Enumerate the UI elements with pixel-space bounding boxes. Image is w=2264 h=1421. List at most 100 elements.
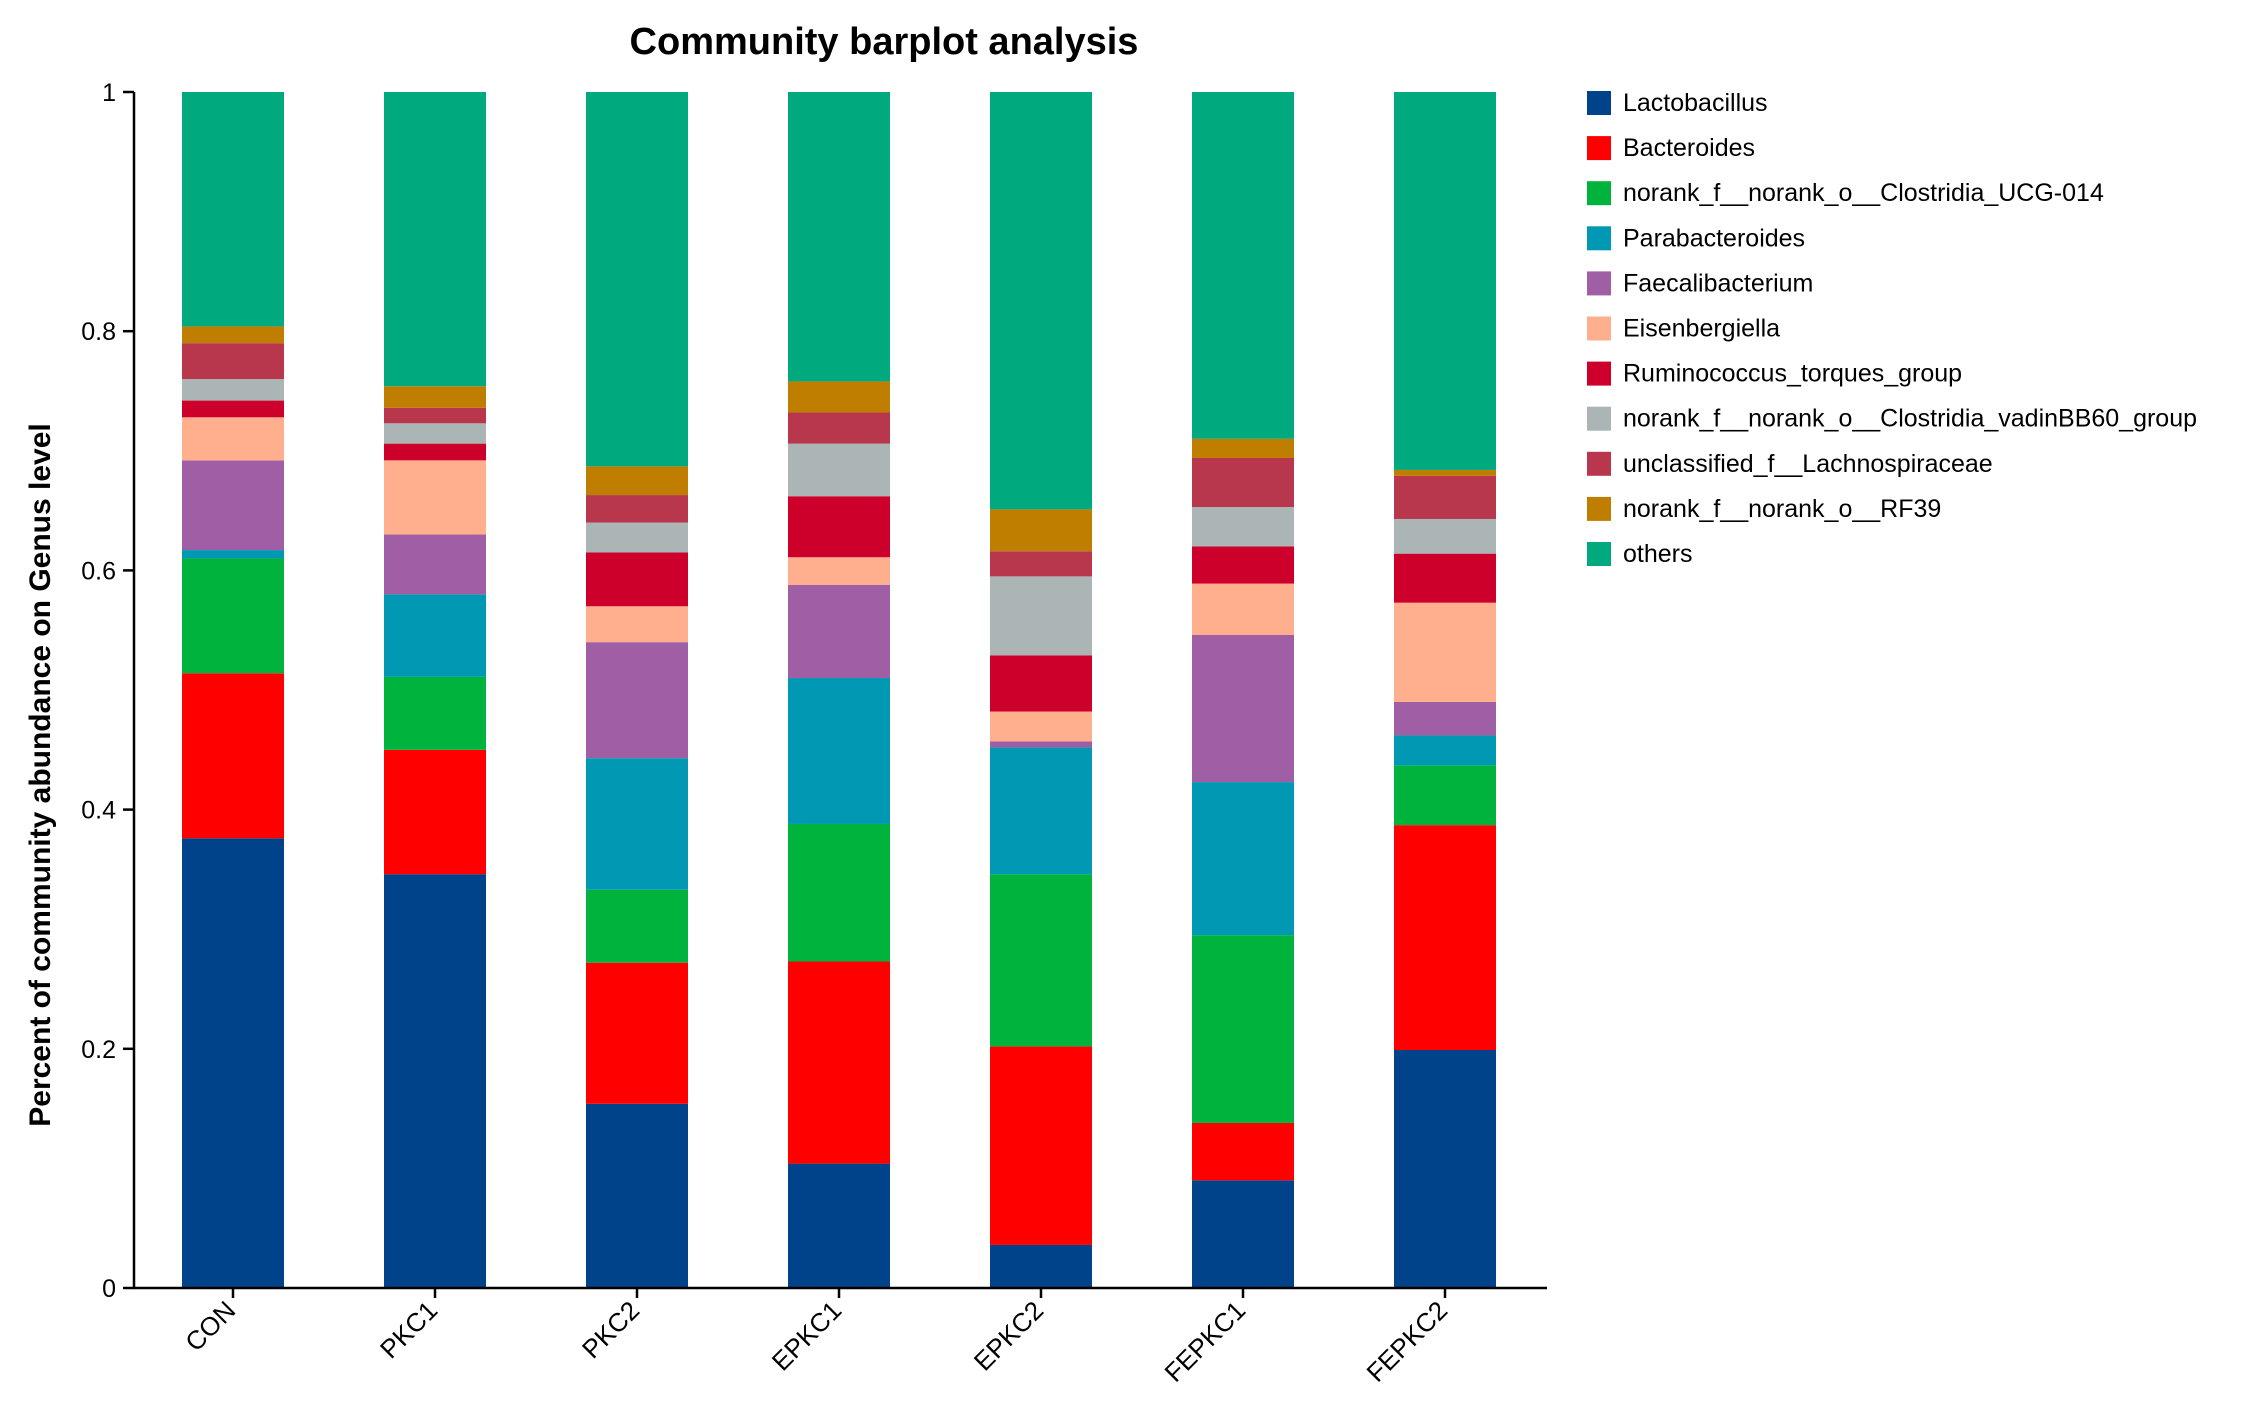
bar-segment-epkc1-2 xyxy=(788,961,890,1164)
bar-segment-pkc1-3 xyxy=(384,676,486,750)
bar-segment-pkc1-6 xyxy=(384,460,486,535)
bar-segment-epkc2-4 xyxy=(990,747,1092,875)
bar-segment-fepkc1-4 xyxy=(1192,782,1294,936)
x-tick-label-epkc1: EPKC1 xyxy=(766,1295,848,1377)
y-tick-label: 0.4 xyxy=(81,797,116,825)
legend-label-10: norank_f__norank_o__RF39 xyxy=(1623,495,1941,523)
bar-segment-fepkc1-3 xyxy=(1192,935,1294,1123)
bar-segment-con-5 xyxy=(182,460,284,551)
legend-label-5: Faecalibacterium xyxy=(1623,269,1813,297)
legend-swatch-11 xyxy=(1587,542,1611,566)
bar-segment-epkc1-3 xyxy=(788,823,890,962)
bar-segment-con-7 xyxy=(182,400,284,418)
bar-segment-pkc2-8 xyxy=(586,522,688,553)
bar-segment-pkc2-6 xyxy=(586,606,688,643)
y-axis-label: Percent of community abundance on Genus … xyxy=(24,423,57,1127)
bar-segment-con-11 xyxy=(182,92,284,327)
bar-segment-epkc1-9 xyxy=(788,412,890,444)
bar-segment-fepkc1-1 xyxy=(1192,1180,1294,1288)
bar-segment-pkc2-9 xyxy=(586,495,688,523)
bar-segment-fepkc2-2 xyxy=(1394,825,1496,1050)
legend-label-9: unclassified_f__Lachnospiraceae xyxy=(1623,450,1993,478)
legend-label-6: Eisenbergiella xyxy=(1623,315,1780,343)
bar-segment-fepkc1-8 xyxy=(1192,507,1294,547)
bar-segment-epkc2-6 xyxy=(990,711,1092,742)
bar-segment-pkc2-11 xyxy=(586,92,688,467)
legend-swatch-1 xyxy=(1587,91,1611,115)
legend-swatch-9 xyxy=(1587,451,1611,476)
legend-swatch-4 xyxy=(1587,226,1611,251)
legend-swatch-6 xyxy=(1587,316,1611,341)
legend-swatch-7 xyxy=(1587,361,1611,386)
bar-segment-con-2 xyxy=(182,673,284,839)
bar-segment-fepkc2-4 xyxy=(1394,735,1496,766)
bar-segment-con-10 xyxy=(182,326,284,344)
bar-segment-epkc2-7 xyxy=(990,655,1092,712)
legend-swatch-2 xyxy=(1587,136,1611,161)
y-tick-label: 0.6 xyxy=(81,557,116,585)
bar-segment-fepkc1-5 xyxy=(1192,634,1294,783)
bar-segment-epkc1-11 xyxy=(788,92,890,382)
bar-segment-epkc2-10 xyxy=(990,509,1092,552)
legend-swatch-3 xyxy=(1587,181,1611,206)
bar-segment-pkc2-5 xyxy=(586,642,688,759)
x-tick-label-fepkc1: FEPKC1 xyxy=(1159,1295,1252,1388)
bar-segment-pkc2-2 xyxy=(586,962,688,1104)
bar-segment-fepkc2-3 xyxy=(1394,765,1496,826)
chart-title: Community barplot analysis xyxy=(630,21,1139,63)
bar-segment-con-4 xyxy=(182,550,284,559)
y-tick-label: 1 xyxy=(102,79,116,107)
bar-segment-epkc2-2 xyxy=(990,1046,1092,1245)
bar-segment-fepkc2-10 xyxy=(1394,469,1496,476)
legend-label-7: Ruminococcus_torques_group xyxy=(1623,360,1962,388)
x-tick-label-pkc1: PKC1 xyxy=(374,1295,443,1364)
bar-segment-pkc1-4 xyxy=(384,594,486,677)
bar-segment-pkc2-4 xyxy=(586,758,688,890)
bar-segment-con-6 xyxy=(182,417,284,461)
bar-segment-epkc1-10 xyxy=(788,381,890,413)
bar-segment-pkc1-1 xyxy=(384,874,486,1288)
bar-segment-pkc1-7 xyxy=(384,443,486,461)
legend-swatch-8 xyxy=(1587,406,1611,431)
x-ticks-layer: CON PKC1 PKC2 EPKC1 EPKC2 FEPKC1 FEPKC2 xyxy=(179,1288,1453,1388)
bar-segment-epkc1-7 xyxy=(788,496,890,558)
bar-segment-epkc1-5 xyxy=(788,584,890,679)
bar-segment-fepkc1-10 xyxy=(1192,438,1294,458)
bar-segment-fepkc2-7 xyxy=(1394,553,1496,603)
bar-segment-pkc1-8 xyxy=(384,423,486,444)
bar-segment-con-1 xyxy=(182,838,284,1288)
legend-label-1: Lactobacillus xyxy=(1623,89,1768,117)
bar-segment-epkc2-1 xyxy=(990,1244,1092,1288)
bar-segment-pkc2-10 xyxy=(586,466,688,496)
bar-segment-epkc1-6 xyxy=(788,557,890,585)
bar-segment-fepkc2-11 xyxy=(1394,92,1496,470)
x-tick-label-fepkc2: FEPKC2 xyxy=(1361,1295,1454,1388)
y-ticks-layer: 0 0.2 0.4 0.6 0.8 1 xyxy=(81,79,134,1303)
bar-segment-pkc1-5 xyxy=(384,534,486,595)
bar-segment-fepkc1-11 xyxy=(1192,92,1294,439)
bar-segment-epkc2-8 xyxy=(990,576,1092,656)
bar-segment-fepkc2-8 xyxy=(1394,518,1496,554)
legend-label-11: others xyxy=(1623,540,1692,568)
bar-segment-pkc2-3 xyxy=(586,889,688,963)
bar-segment-pkc1-11 xyxy=(384,92,486,387)
legend: Lactobacillus Bacteroides norank_f__norank… xyxy=(1587,89,2197,568)
x-tick-label-pkc2: PKC2 xyxy=(576,1295,645,1364)
legend-swatch-10 xyxy=(1587,496,1611,521)
bar-segment-epkc2-9 xyxy=(990,551,1092,577)
legend-label-8: norank_f__norank_o__Clostridia_vadinBB60… xyxy=(1623,405,2197,433)
bar-segment-epkc1-8 xyxy=(788,443,890,497)
bar-segment-pkc1-10 xyxy=(384,386,486,408)
bar-segment-con-8 xyxy=(182,379,284,401)
bar-segment-epkc2-5 xyxy=(990,741,1092,748)
y-tick-label: 0.2 xyxy=(81,1036,116,1064)
bar-segment-fepkc1-9 xyxy=(1192,457,1294,508)
x-tick-label-epkc2: EPKC2 xyxy=(968,1295,1050,1377)
bar-segment-fepkc2-5 xyxy=(1394,701,1496,736)
y-tick-label: 0.8 xyxy=(81,318,116,346)
bar-segment-fepkc1-6 xyxy=(1192,583,1294,635)
bar-segment-epkc2-3 xyxy=(990,874,1092,1047)
bar-segment-pkc2-7 xyxy=(586,552,688,607)
